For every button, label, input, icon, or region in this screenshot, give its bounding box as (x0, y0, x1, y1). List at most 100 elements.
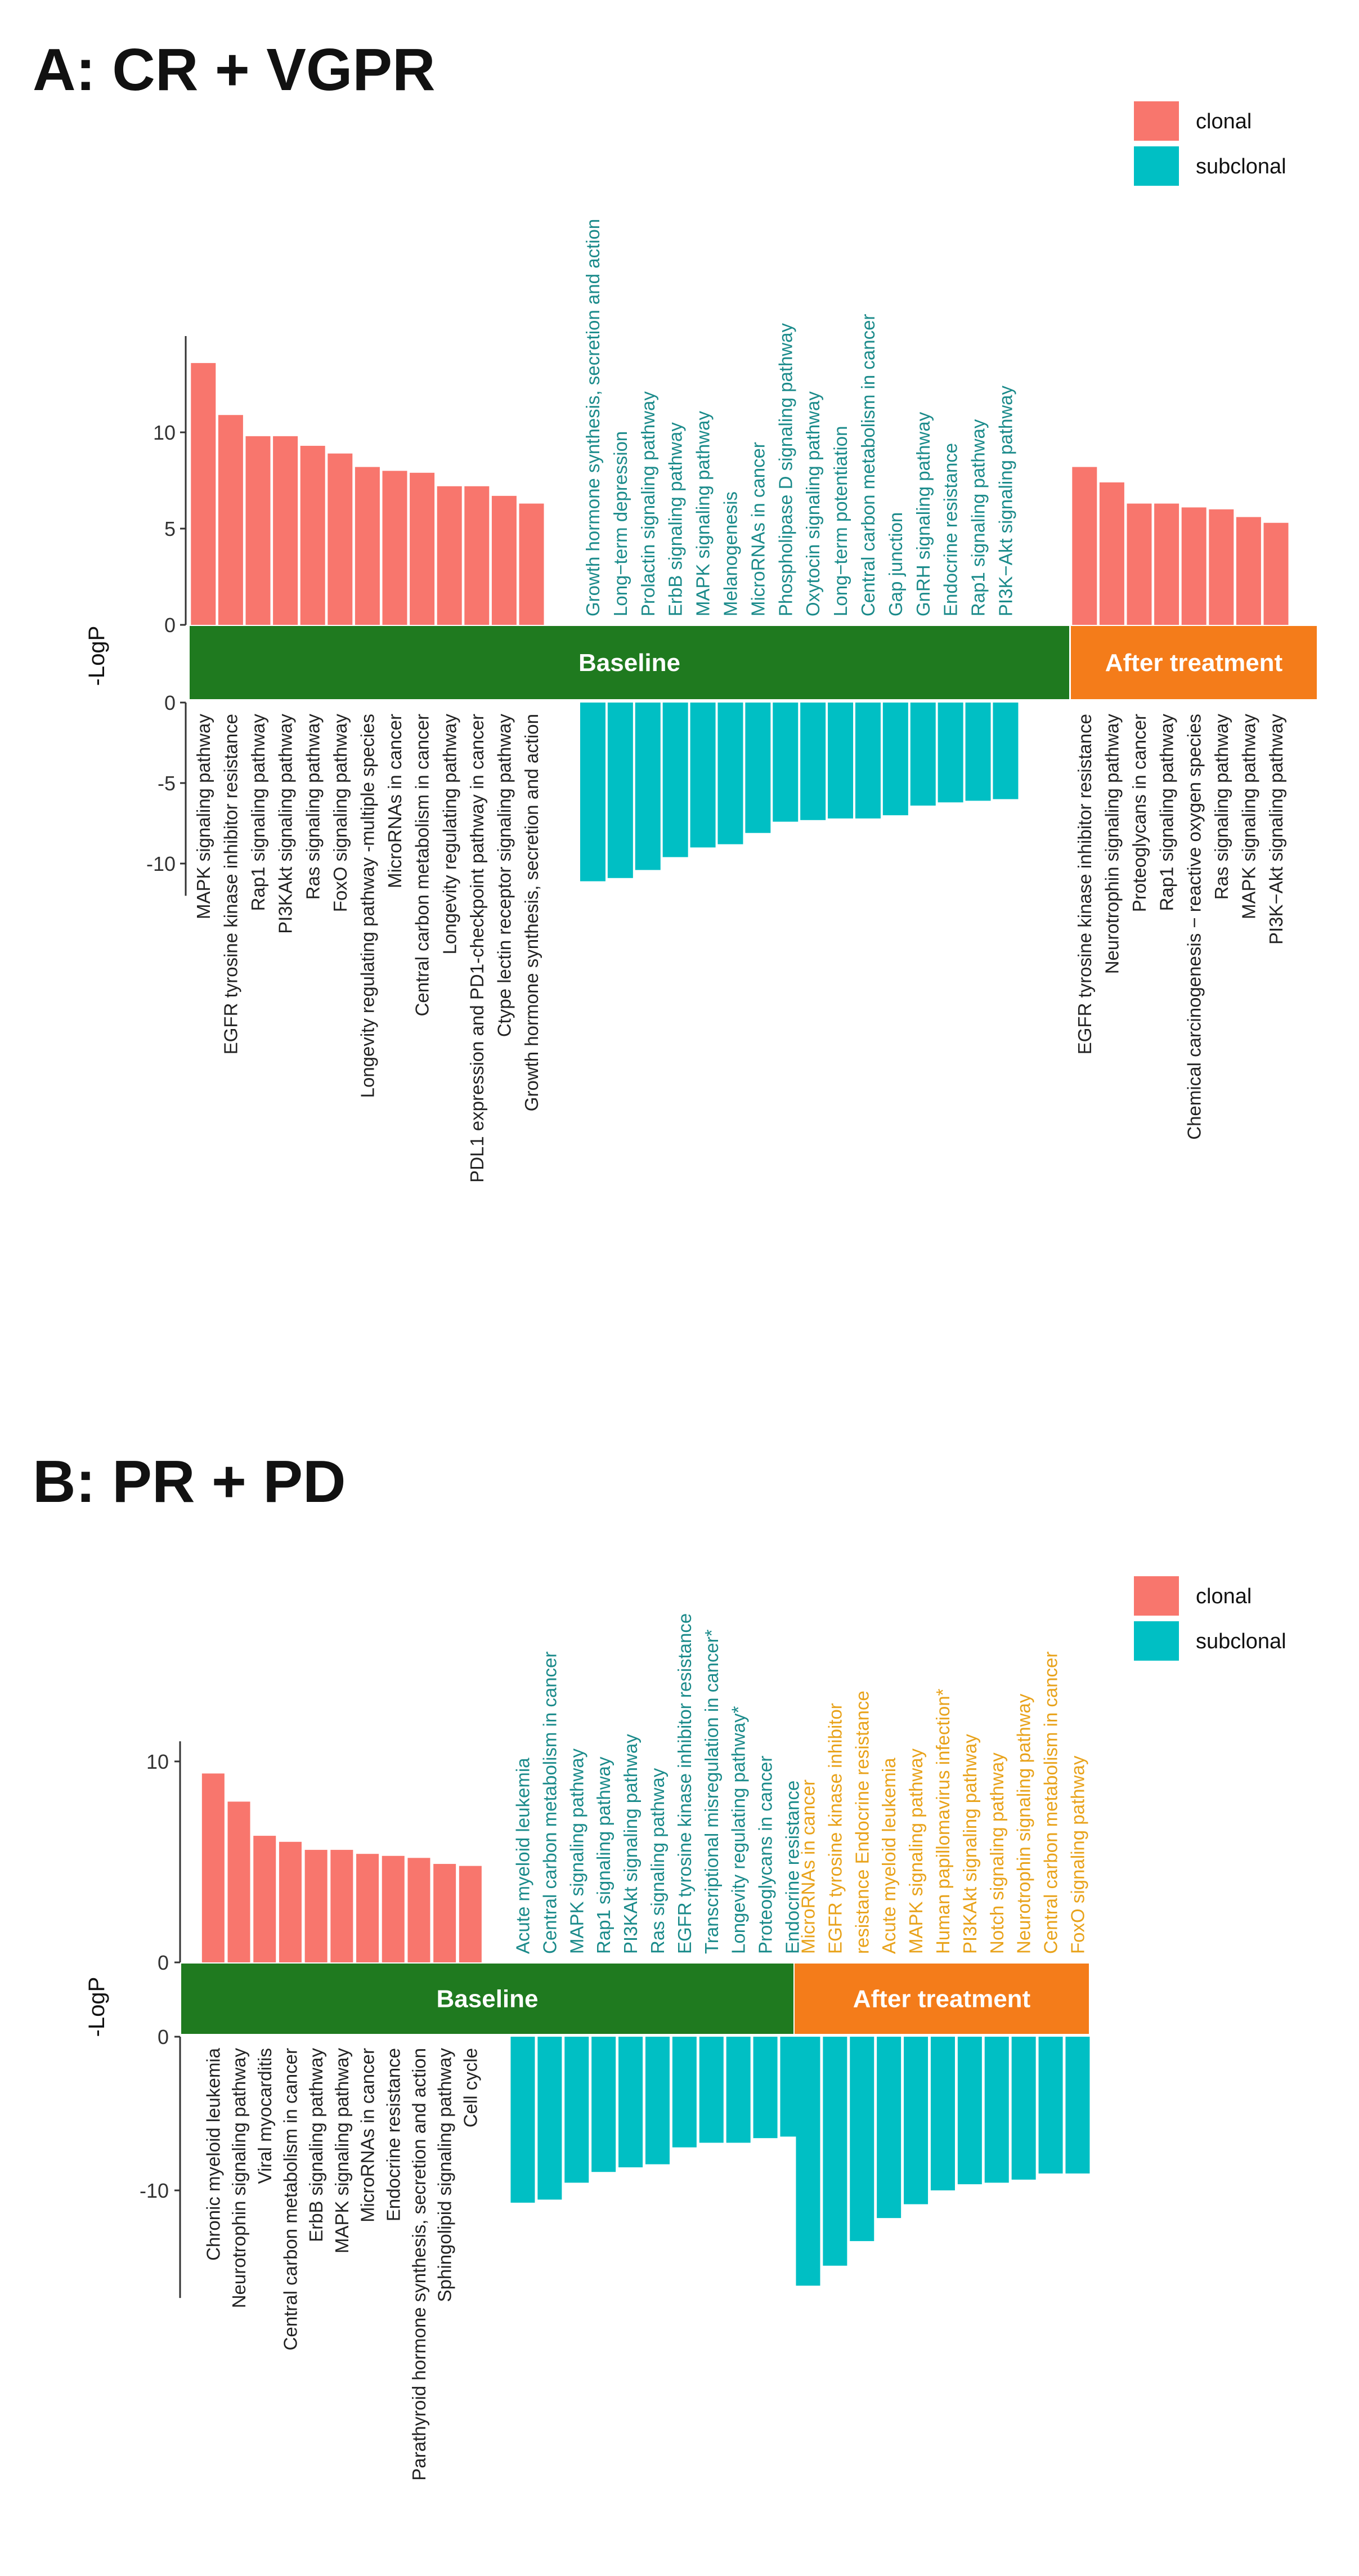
bar-clonal (1263, 522, 1289, 625)
bar-subclonal (957, 2037, 982, 2185)
bar-clonal (491, 495, 517, 625)
y-tick-label: 10 (146, 1750, 169, 1773)
category-label: MicroRNAs in cancer (384, 714, 405, 888)
category-label: Melanogenesis (720, 491, 741, 616)
bar-clonal (356, 1854, 379, 1962)
bar-subclonal (510, 2037, 535, 2203)
category-label: GnRH signaling pathway (913, 412, 934, 616)
category-label: Rap1 signaling pathway (968, 419, 989, 616)
y-tick-label: 0 (164, 691, 176, 714)
y-tick-label: 5 (164, 517, 176, 540)
bar-clonal (1236, 517, 1261, 625)
category-label: MAPK signaling pathway (566, 1748, 587, 1954)
group-band-after-treatment (795, 1964, 1089, 2034)
bar-subclonal (993, 703, 1019, 799)
category-label: PI3KAkt signaling pathway (620, 1734, 641, 1954)
bar-subclonal (699, 2037, 724, 2143)
category-label: Central carbon metabolism in cancer (539, 1652, 560, 1954)
group-band-baseline (190, 626, 1069, 699)
bar-subclonal (984, 2037, 1009, 2183)
bar-subclonal (591, 2037, 616, 2172)
bar-clonal (227, 1801, 250, 1962)
y-axis-label: -LogP (84, 626, 109, 686)
bar-subclonal (828, 703, 854, 819)
category-label: Gap junction (885, 512, 906, 616)
legend-swatch-clonal (1134, 1576, 1179, 1616)
category-label: MicroRNAs in cancer (357, 2048, 378, 2222)
category-label: Rap1 signaling pathway (1156, 714, 1177, 911)
y-tick-label: 0 (158, 1951, 169, 1974)
category-label: Longevity regulating pathway* (728, 1706, 749, 1954)
category-label: Acute myeloid leukemia (878, 1757, 899, 1954)
category-label: Central carbon metabolism in cancer (858, 314, 878, 616)
category-label: Chronic myeloid leukemia (203, 2047, 223, 2260)
bar-clonal (245, 436, 271, 625)
bar-clonal (191, 363, 216, 625)
category-label: PI3KAkt signaling pathway (959, 1734, 980, 1954)
category-label: Chemical carcinogenesis − reactive oxyge… (1183, 714, 1204, 1140)
category-label: Transcriptional misregulation in cancer* (701, 1629, 722, 1954)
category-label: FoxO signaling pathway (1068, 1755, 1088, 1954)
bar-clonal (407, 1858, 430, 1962)
legend-swatch-subclonal (1134, 1621, 1179, 1661)
category-label: Cell cycle (460, 2048, 481, 2127)
category-label: Parathyroid hormone synthesis, secretion… (409, 2048, 429, 2481)
category-label: Oxytocin signaling pathway (802, 391, 823, 616)
bar-subclonal (1011, 2037, 1036, 2180)
bar-subclonal (537, 2037, 562, 2200)
category-label: EGFR tyrosine kinase inhibitor resistanc… (674, 1613, 695, 1954)
category-label: EGFR tyrosine kinase inhibitor (824, 1703, 845, 1954)
bar-subclonal (965, 703, 991, 801)
bar-clonal (433, 1864, 456, 1962)
legend-label-subclonal: subclonal (1196, 1630, 1286, 1653)
bar-subclonal (662, 703, 688, 857)
bar-clonal (1181, 507, 1206, 625)
bar-clonal (382, 471, 407, 625)
bar-subclonal (672, 2037, 697, 2148)
category-label: Long−term depression (610, 431, 631, 616)
bar-subclonal (823, 2037, 847, 2266)
y-tick-label: 0 (164, 614, 176, 637)
bar-subclonal (745, 703, 771, 833)
y-tick-label: -10 (146, 852, 176, 875)
bar-subclonal (580, 703, 606, 882)
chart-panel-b: B: PR + PD -LogP clonal subclonal 10 0 0 -10 Bas… (33, 1448, 1286, 2481)
y-tick-label: -5 (158, 772, 176, 795)
category-label: Acute myeloid leukemia (513, 1757, 533, 1954)
chart-panel-a: A: CR + VGPR -LogP clonal subclonal 10 5 0 0 -5 -… (33, 37, 1317, 1183)
category-label: MAPK signaling pathway (331, 2048, 352, 2254)
bar-clonal (201, 1773, 225, 1962)
category-label: Longevity regulating pathway (439, 714, 460, 955)
legend-label-clonal: clonal (1196, 1585, 1252, 1608)
category-label: Viral myocarditis (254, 2048, 275, 2184)
bar-clonal (1209, 509, 1234, 625)
category-label: Phospholipase D signaling pathway (775, 323, 796, 616)
bar-subclonal (635, 703, 661, 870)
category-label: Sphingolipid signaling pathway (434, 2048, 455, 2302)
bar-subclonal (607, 703, 633, 878)
category-label: MAPK signaling pathway (1238, 714, 1259, 920)
category-label: PI3K−Akt signaling pathway (1266, 714, 1286, 945)
bar-subclonal (904, 2037, 929, 2204)
category-label: MicroRNAs in cancer (747, 442, 768, 616)
bar-subclonal (882, 703, 908, 816)
bar-clonal (330, 1850, 353, 1962)
category-label: EGFR tyrosine kinase inhibitor resistanc… (220, 714, 241, 1054)
category-label: Prolactin signaling pathway (638, 391, 658, 616)
category-label: Human papillomavirus infection* (932, 1688, 953, 1954)
bar-subclonal (1038, 2037, 1063, 2174)
group-label-baseline: Baseline (578, 649, 680, 677)
category-label: Central carbon metabolism in cancer (280, 2048, 301, 2350)
bar-subclonal (717, 703, 743, 844)
bar-clonal (304, 1850, 328, 1962)
category-label: Endocrine resistance (383, 2048, 403, 2221)
bar-subclonal (690, 703, 716, 848)
category-label: PI3KAkt signaling pathway (275, 714, 296, 934)
group-label-after-treatment: After treatment (853, 1985, 1031, 2013)
category-label: Neurotrophin signaling pathway (1013, 1693, 1034, 1954)
category-label: MAPK signaling pathway (693, 410, 714, 616)
bar-clonal (279, 1841, 302, 1962)
category-label: PI3K−Akt signaling pathway (995, 385, 1016, 616)
category-label: Notch signaling pathway (986, 1752, 1007, 1954)
